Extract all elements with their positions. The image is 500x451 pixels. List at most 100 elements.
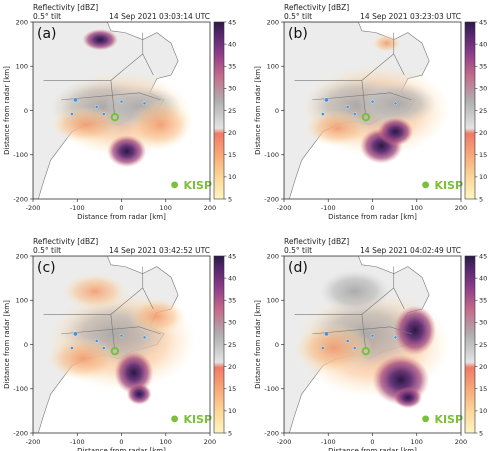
colorbar-tick-label: 5	[228, 195, 232, 203]
colorbar-tick-label: 45	[228, 252, 236, 260]
tilt-label: 0.5° tilt	[33, 12, 61, 21]
y-axis-label: Distance from radar [km]	[254, 300, 262, 389]
city-marker	[345, 339, 350, 343]
reflectivity-echo	[393, 386, 423, 409]
state-border	[312, 92, 412, 101]
city-marker	[352, 112, 357, 116]
radar-panel: KISP -200 -100 0 100 200 -200 -100 0 100 200 Distan…	[3, 3, 236, 221]
y-tick-label: -200	[264, 429, 279, 437]
y-tick-label: 0	[24, 107, 28, 115]
colorbar-tick-label: 45	[479, 252, 487, 260]
city-marker	[94, 105, 99, 109]
x-axis-label: Distance from radar [km]	[328, 447, 417, 451]
x-axis-label: Distance from radar [km]	[328, 213, 417, 221]
reflectivity-echo	[377, 117, 414, 146]
colorbar-tick-label: 10	[228, 407, 236, 415]
plot-content	[33, 256, 196, 433]
y-tick-label: -200	[13, 429, 28, 437]
city-marker	[102, 346, 106, 350]
colorbar-tick-label: 45	[228, 18, 236, 26]
state-border	[61, 326, 161, 335]
site-label: KISP	[434, 179, 463, 192]
y-tick-label: 100	[16, 297, 28, 305]
colorbar	[213, 255, 225, 434]
colorbar-tick-label: 30	[228, 319, 236, 327]
site-marker	[422, 415, 429, 423]
radar-panel: KISP -200 -100 0 100 200 -200 -100 0 100 200 Distan…	[254, 3, 487, 221]
colorbar-tick-label: 40	[228, 40, 236, 48]
colorbar-tick-label: 5	[479, 429, 483, 437]
x-tick-label: -100	[321, 204, 336, 212]
x-tick-label: 200	[204, 438, 216, 446]
radar-location-ring	[361, 112, 371, 122]
city-marker	[393, 101, 398, 106]
city-marker	[119, 333, 124, 338]
y-tick-label: 0	[275, 341, 279, 349]
reflectivity-echo	[107, 135, 147, 168]
y-tick-label: -200	[264, 195, 279, 203]
reflectivity-echo	[305, 110, 369, 146]
state-border	[110, 80, 115, 115]
city-marker	[119, 99, 124, 104]
colorbar-tick-label: 20	[228, 363, 236, 371]
x-tick-label: 0	[119, 204, 123, 212]
reflectivity-echo	[114, 351, 154, 395]
city-marker	[321, 112, 325, 116]
city-marker	[321, 346, 325, 350]
city-marker	[345, 105, 350, 109]
plot-content	[33, 22, 193, 199]
site-marker	[422, 181, 429, 189]
city-marker	[393, 335, 398, 340]
state-border	[361, 80, 366, 115]
reflectivity-echo	[50, 106, 122, 143]
colorbar-tick-label: 25	[479, 107, 487, 115]
site-label: KISP	[183, 179, 212, 192]
y-tick-label: 200	[16, 18, 28, 26]
y-tick-label: -200	[13, 195, 28, 203]
site-label: KISP	[183, 413, 212, 426]
site-marker	[171, 181, 179, 189]
reflectivity-echo	[393, 305, 437, 356]
colorbar-tick-label: 5	[479, 195, 483, 203]
reflectivity-echo	[319, 270, 391, 313]
colorbar	[464, 21, 476, 200]
city-marker	[142, 335, 147, 340]
radar-location-ring	[110, 346, 120, 356]
chart-title: Reflectivity [dBZ]	[33, 237, 98, 246]
x-tick-label: 200	[455, 438, 467, 446]
city-marker	[102, 112, 106, 116]
colorbar	[464, 255, 476, 434]
state-border	[61, 92, 161, 101]
colorbar-tick-label: 30	[479, 319, 487, 327]
radar-location-ring	[110, 112, 120, 122]
panel-letter: (d)	[288, 260, 308, 276]
plot-content	[284, 256, 451, 433]
y-tick-label: -100	[13, 385, 28, 393]
x-tick-label: 200	[455, 204, 467, 212]
state-border	[294, 287, 405, 315]
colorbar-tick-label: 15	[228, 385, 236, 393]
y-tick-label: 0	[275, 107, 279, 115]
panel-letter: (b)	[288, 26, 308, 42]
x-tick-label: 0	[119, 438, 123, 446]
x-tick-label: 100	[411, 204, 423, 212]
state-border	[361, 314, 366, 349]
x-tick-label: 100	[160, 438, 172, 446]
state-border	[43, 287, 154, 315]
colorbar-tick-label: 40	[479, 40, 487, 48]
colorbar-tick-label: 35	[228, 63, 236, 71]
city-marker	[70, 346, 74, 350]
y-tick-label: 200	[267, 18, 279, 26]
city-marker	[352, 346, 357, 350]
colorbar-tick-label: 20	[479, 363, 487, 371]
tilt-label: 0.5° tilt	[284, 246, 312, 255]
colorbar-tick-label: 15	[228, 151, 236, 159]
reflectivity-echo	[294, 323, 373, 373]
state-border	[294, 53, 405, 81]
colorbar-tick-label: 40	[228, 274, 236, 282]
reflectivity-echo	[126, 383, 152, 405]
x-axis-label: Distance from radar [km]	[77, 447, 166, 451]
panel-letter: (c)	[37, 260, 56, 276]
scan-time: 14 Sep 2021 03:23:03 UTC	[360, 12, 461, 21]
city-marker	[324, 97, 329, 103]
